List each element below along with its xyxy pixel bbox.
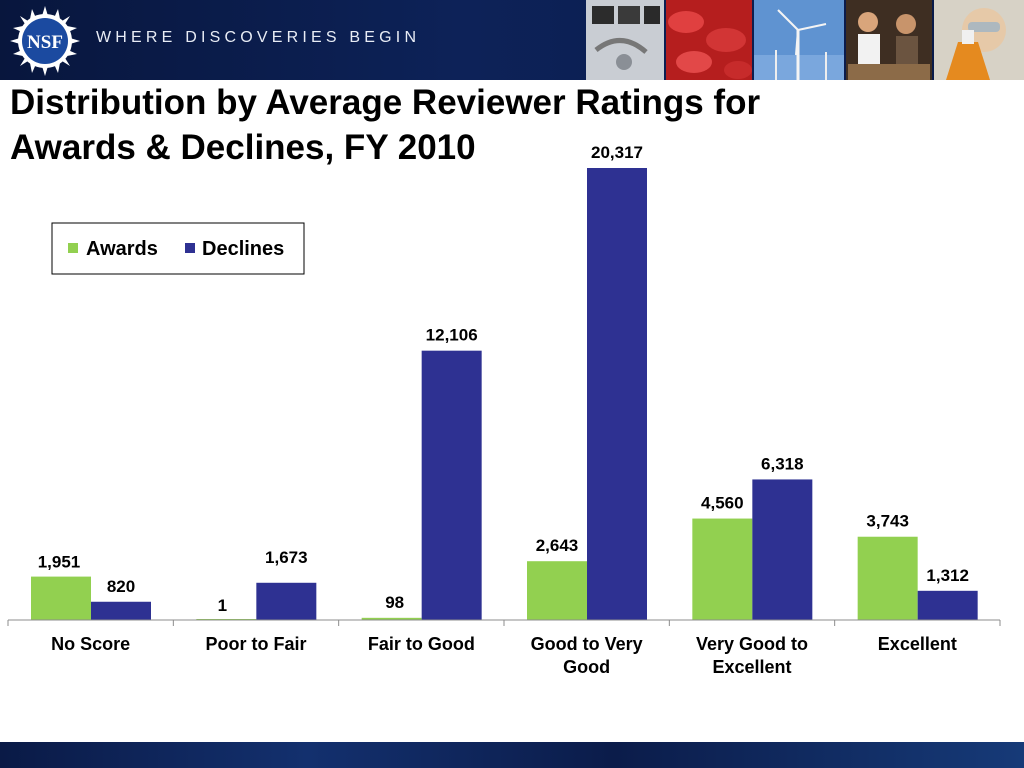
category-label: Very Good to xyxy=(696,634,808,654)
data-label-declines: 1,673 xyxy=(265,548,308,567)
bar-declines xyxy=(91,601,151,620)
category-label: Poor to Fair xyxy=(205,634,306,654)
bar-awards xyxy=(857,536,918,620)
nsf-logo: NSF xyxy=(10,6,80,76)
data-label-awards: 1 xyxy=(218,596,227,615)
page-title: Distribution by Average Reviewer Ratings… xyxy=(10,83,761,167)
footer-banner xyxy=(0,742,1024,768)
header-banner: NSF WHERE DISCOVERIES BEGIN xyxy=(0,0,1024,80)
bar-declines xyxy=(256,582,317,620)
bar-declines xyxy=(421,350,482,620)
data-label-declines: 1,312 xyxy=(926,566,969,585)
category-label: Excellent xyxy=(878,634,957,654)
category-label: Good xyxy=(563,657,610,677)
legend-label-awards: Awards xyxy=(86,238,158,260)
data-label-awards: 3,743 xyxy=(866,512,909,531)
data-label-declines: 20,317 xyxy=(591,143,643,162)
bars-layer xyxy=(31,168,978,620)
legend-swatch-declines xyxy=(185,243,195,253)
legend: Awards Declines xyxy=(51,222,305,275)
bar-awards xyxy=(31,576,91,620)
data-label-awards: 4,560 xyxy=(701,494,744,513)
category-labels-layer: No Score Poor to Fair Fair to Good Good to … xyxy=(51,634,957,677)
category-label: No Score xyxy=(51,634,130,654)
data-label-awards: 2,643 xyxy=(536,536,579,555)
bar-declines xyxy=(752,479,813,620)
x-axis-ticks xyxy=(7,620,1001,626)
data-labels-layer: 1,951 820 1 1,673 98 12,106 2,643 20,317 4,560 6,… xyxy=(38,143,969,615)
category-label: Fair to Good xyxy=(368,634,475,654)
data-label-awards: 1,951 xyxy=(38,553,81,572)
category-label: Good to Very xyxy=(531,634,643,654)
bar-awards xyxy=(692,518,753,620)
legend-swatch-awards xyxy=(68,243,78,253)
bar-awards xyxy=(361,617,422,620)
data-label-declines: 6,318 xyxy=(761,454,804,473)
bar-awards xyxy=(527,561,587,620)
tagline: WHERE DISCOVERIES BEGIN xyxy=(96,29,421,46)
data-label-declines: 12,106 xyxy=(426,326,478,345)
legend-label-declines: Declines xyxy=(202,238,284,260)
legend-box xyxy=(51,222,305,275)
data-label-declines: 820 xyxy=(107,577,135,596)
bar-declines xyxy=(587,168,647,620)
photo-strip xyxy=(586,0,1024,80)
data-label-awards: 98 xyxy=(385,593,404,612)
svg-text:NSF: NSF xyxy=(27,32,63,53)
category-label: Excellent xyxy=(712,657,791,677)
bar-declines xyxy=(917,590,978,620)
